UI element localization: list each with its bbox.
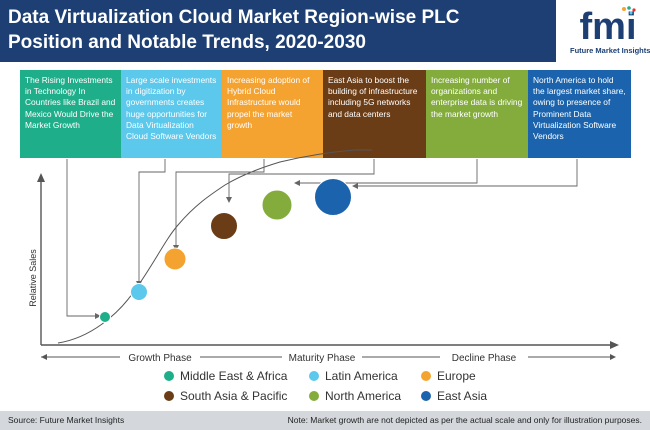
legend-dot-north-america bbox=[309, 391, 319, 401]
legend-label-east-asia: East Asia bbox=[437, 389, 488, 403]
legend-item-south-asia-pacific: South Asia & Pacific bbox=[164, 389, 287, 403]
leader-line-latin-america bbox=[138, 159, 166, 284]
legend-item-europe: Europe bbox=[421, 369, 476, 383]
legend-dot-east-asia bbox=[421, 391, 431, 401]
title-band: Data Virtualization Cloud Market Region-… bbox=[0, 0, 556, 62]
legend-label-north-america: North America bbox=[325, 389, 402, 403]
fmi-logo-mark: fmi bbox=[580, 6, 637, 44]
logo-word: fmi bbox=[580, 6, 637, 44]
logo-dot-1 bbox=[622, 7, 626, 11]
leader-lines bbox=[66, 159, 578, 317]
marker-south-asia-pacific bbox=[210, 212, 238, 240]
footer: Source: Future Market Insights Note: Mar… bbox=[0, 411, 650, 430]
logo-dot-4 bbox=[629, 11, 633, 15]
logo-caption: Future Market Insights bbox=[570, 46, 650, 55]
trend-box-east-asia: North America to hold the largest market… bbox=[528, 70, 631, 158]
legend-label-europe: Europe bbox=[437, 369, 476, 383]
leader-line-europe bbox=[175, 159, 265, 248]
leader-line-east-asia bbox=[357, 159, 578, 187]
phase-maturity: Maturity Phase bbox=[289, 353, 356, 364]
y-axis-label: Relative Sales bbox=[28, 249, 38, 307]
leader-line-middle-east-africa bbox=[66, 159, 97, 317]
legend-dot-middle-east-africa bbox=[164, 371, 174, 381]
legend-label-middle-east-africa: Middle East & Africa bbox=[180, 369, 288, 383]
trend-box-north-america: Increasing number of organizations and e… bbox=[426, 70, 528, 158]
note-text: Note: Market growth are not depicted as … bbox=[287, 415, 642, 425]
leader-arrow-east-asia bbox=[352, 183, 358, 189]
legend-item-latin-america: Latin America bbox=[309, 369, 398, 383]
legend-dot-latin-america bbox=[309, 371, 319, 381]
trend-box-middle-east-africa: The Rising Investments in Technology In … bbox=[20, 70, 121, 158]
marker-north-america bbox=[261, 189, 293, 221]
leader-line-south-asia-pacific bbox=[228, 159, 375, 200]
trend-box-south-asia-pacific: East Asia to boost the building of infra… bbox=[323, 70, 426, 158]
legend-dot-europe bbox=[421, 371, 431, 381]
legend-dot-south-asia-pacific bbox=[164, 391, 174, 401]
marker-middle-east-africa bbox=[99, 311, 111, 323]
title-line-2: Position and Notable Trends, 2020-2030 bbox=[8, 32, 366, 53]
leader-line-north-america bbox=[299, 159, 478, 184]
fmi-logo: fmi Future Market Insights bbox=[570, 6, 650, 58]
trend-box-europe: Increasing adoption of Hybrid Cloud Infr… bbox=[222, 70, 323, 158]
lifecycle-curve bbox=[57, 149, 372, 344]
phase-growth: Growth Phase bbox=[128, 353, 192, 364]
marker-latin-america bbox=[130, 283, 148, 301]
marker-east-asia bbox=[314, 178, 352, 216]
leader-arrow-south-asia-pacific bbox=[226, 197, 232, 203]
x-axis-arrow bbox=[610, 341, 619, 349]
legend-item-east-asia: East Asia bbox=[421, 389, 487, 403]
y-axis-arrow bbox=[37, 173, 45, 182]
logo-dot-3 bbox=[632, 8, 636, 12]
page-title: Data Virtualization Cloud Market Region-… bbox=[8, 5, 548, 55]
source-text: Source: Future Market Insights bbox=[8, 415, 125, 425]
marker-europe bbox=[163, 247, 187, 271]
leader-arrow-north-america bbox=[294, 180, 300, 186]
phase-arrows bbox=[41, 354, 616, 360]
logo-dot-2 bbox=[627, 6, 631, 10]
trend-box-latin-america: Large scale investments in digitization … bbox=[121, 70, 222, 158]
legend-label-latin-america: Latin America bbox=[325, 369, 398, 383]
legend-item-middle-east-africa: Middle East & Africa bbox=[164, 369, 287, 383]
phase-arrow-right bbox=[610, 354, 616, 360]
legend-item-north-america: North America bbox=[309, 389, 401, 403]
phase-arrow-left bbox=[41, 354, 47, 360]
phase-decline: Decline Phase bbox=[452, 353, 517, 364]
legend-label-south-asia-pacific: South Asia & Pacific bbox=[180, 389, 288, 403]
title-line-1: Data Virtualization Cloud Market Region-… bbox=[8, 7, 460, 28]
leader-arrow-middle-east-africa bbox=[95, 313, 101, 319]
header: Data Virtualization Cloud Market Region-… bbox=[0, 0, 650, 62]
